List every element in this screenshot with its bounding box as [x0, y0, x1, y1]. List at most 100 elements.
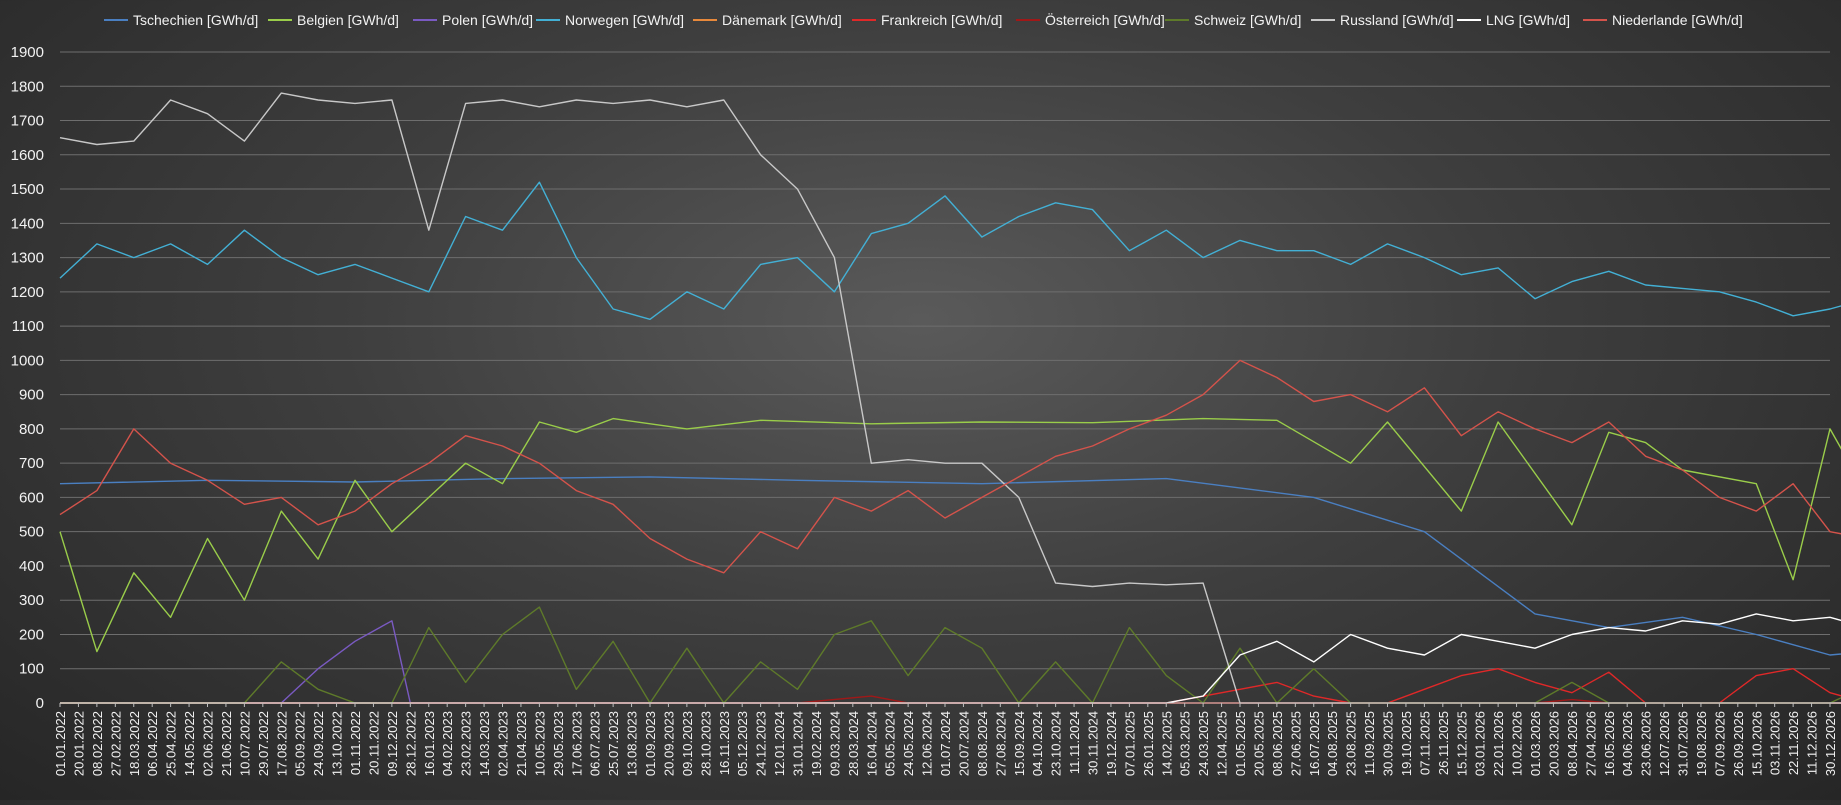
x-tick-label: 21.06.2022: [219, 711, 234, 776]
x-tick-label: 08.04.2026: [1565, 711, 1580, 776]
y-tick-label: 0: [36, 695, 44, 712]
x-tick-label: 03.11.2026: [1768, 711, 1783, 775]
gridlines: [60, 51, 1830, 670]
x-tick-label: 24.05.2024: [901, 711, 916, 776]
x-tick-label: 31.01.2024: [791, 711, 806, 776]
legend-item: LNG [GWh/d]: [1457, 12, 1570, 28]
x-tick-label: 22.11.2026: [1786, 711, 1801, 775]
x-tick-label: 01.01.2022: [53, 711, 68, 776]
y-tick-label: 1700: [11, 113, 44, 130]
legend-label: Norwegen [GWh/d]: [565, 12, 684, 28]
x-tick-label: 02.04.2023: [496, 711, 511, 776]
x-tick-label: 02.06.2022: [201, 711, 216, 776]
x-tick-label: 01.11.2022: [348, 711, 363, 775]
y-tick-label: 200: [19, 626, 44, 643]
series-line: [60, 620, 1841, 704]
x-tick-label: 23.08.2025: [1344, 711, 1359, 776]
x-tick-label: 29.07.2022: [256, 711, 271, 776]
x-tick-label: 19.10.2025: [1399, 711, 1414, 776]
y-tick-label: 400: [19, 558, 44, 575]
y-tick-label: 800: [19, 421, 44, 438]
x-tick-label: 20.11.2022: [366, 711, 381, 775]
x-tick-label: 17.08.2022: [274, 711, 289, 776]
x-tick-label: 22.01.2026: [1491, 711, 1506, 776]
x-tick-label: 10.05.2023: [532, 711, 547, 776]
x-tick-label: 23.06.2026: [1639, 711, 1654, 776]
y-tick-label: 1900: [11, 44, 44, 61]
x-tick-label: 15.12.2025: [1454, 711, 1469, 776]
x-tick-label: 17.06.2023: [569, 711, 584, 776]
legend-item: Norwegen [GWh/d]: [536, 12, 684, 28]
x-tick-label: 15.10.2026: [1749, 711, 1764, 776]
x-tick-label: 16.07.2025: [1307, 711, 1322, 776]
y-tick-label: 1600: [11, 147, 44, 164]
x-tick-label: 10.02.2026: [1510, 711, 1525, 776]
x-tick-label: 16.11.2023: [717, 711, 732, 775]
legend-item: Österreich [GWh/d]: [1016, 11, 1165, 28]
x-tick-label: 06.07.2023: [588, 711, 603, 776]
x-tick-label: 14.02.2025: [1159, 711, 1174, 776]
legend-label: LNG [GWh/d]: [1486, 12, 1570, 28]
x-tick-label: 28.03.2024: [846, 711, 861, 776]
x-tick-label: 26.09.2026: [1731, 711, 1746, 776]
x-tick-label: 01.03.2026: [1528, 711, 1543, 776]
x-tick-label: 07.01.2025: [1122, 711, 1137, 776]
x-tick-label: 19.12.2024: [1104, 711, 1119, 776]
y-tick-label: 1500: [11, 181, 44, 198]
legend-item: Dänemark [GWh/d]: [693, 12, 842, 28]
x-tick-label: 26.11.2025: [1436, 711, 1451, 775]
x-tick-label: 09.03.2024: [827, 711, 842, 776]
x-tick-label: 05.12.2023: [735, 711, 750, 776]
x-tick-label: 01.05.2025: [1233, 711, 1248, 776]
legend-item: Frankreich [GWh/d]: [852, 12, 1002, 28]
x-tick-label: 27.04.2026: [1583, 711, 1598, 776]
legend-label: Niederlande [GWh/d]: [1612, 12, 1743, 28]
legend-label: Österreich [GWh/d]: [1045, 11, 1165, 28]
legend-label: Belgien [GWh/d]: [297, 12, 399, 28]
x-tick-label: 30.12.2026: [1823, 711, 1838, 776]
x-tick-label: 30.11.2024: [1086, 711, 1101, 775]
legend: Tschechien [GWh/d] Belgien [GWh/d] Polen […: [104, 11, 1743, 28]
x-tick-label: 19.02.2024: [809, 711, 824, 776]
x-tick-label: 31.07.2026: [1676, 711, 1691, 776]
legend-item: Schweiz [GWh/d]: [1165, 12, 1301, 28]
x-tick-label: 14.05.2022: [182, 711, 197, 776]
y-tick-label: 1200: [11, 284, 44, 301]
x-tick-label: 04.08.2025: [1325, 711, 1340, 776]
x-tick-label: 01.07.2024: [938, 711, 953, 776]
x-tick-label: 26.01.2025: [1141, 711, 1156, 776]
legend-item: Niederlande [GWh/d]: [1583, 12, 1743, 28]
x-tick-label: 05.09.2022: [293, 711, 308, 776]
series-line: [60, 613, 1841, 704]
x-tick-label: 07.09.2026: [1712, 711, 1727, 776]
x-tick-label: 09.12.2022: [385, 711, 400, 776]
x-tick-label: 08.08.2024: [975, 711, 990, 776]
legend-label: Dänemark [GWh/d]: [722, 12, 842, 28]
legend-label: Tschechien [GWh/d]: [133, 12, 258, 28]
y-tick-label: 600: [19, 489, 44, 506]
x-tick-label: 19.08.2026: [1694, 711, 1709, 776]
x-tick-label: 28.12.2022: [403, 711, 418, 776]
x-tick-label: 25.07.2023: [606, 711, 621, 776]
x-tick-label: 11.11.2024: [1067, 711, 1082, 774]
series-line: [60, 695, 1841, 704]
x-tick-label: 11.09.2025: [1362, 711, 1377, 775]
x-tick-label: 11.12.2026: [1805, 711, 1820, 775]
y-tick-label: 500: [19, 524, 44, 541]
legend-label: Frankreich [GWh/d]: [881, 12, 1002, 28]
series-line: [60, 668, 1841, 704]
x-tick-label: 30.09.2025: [1381, 711, 1396, 776]
y-tick-label: 300: [19, 592, 44, 609]
x-tick-label: 20.09.2023: [661, 711, 676, 776]
x-tick-label: 23.10.2024: [1049, 711, 1064, 776]
legend-label: Polen [GWh/d]: [442, 12, 533, 28]
x-tick-label: 05.03.2025: [1178, 711, 1193, 776]
series-lines: [59, 92, 1841, 704]
x-tick-label: 16.05.2026: [1602, 711, 1617, 776]
legend-item: Belgien [GWh/d]: [268, 12, 399, 28]
x-tick-label: 20.07.2024: [956, 711, 971, 776]
series-line: [59, 181, 1841, 320]
series-line: [59, 359, 1841, 574]
